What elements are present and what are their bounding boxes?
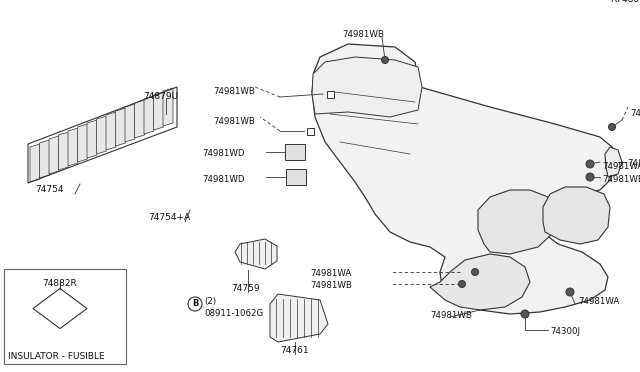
Text: 74869P: 74869P xyxy=(627,160,640,169)
Circle shape xyxy=(566,288,574,296)
Bar xyxy=(285,144,305,160)
Text: 74981WD: 74981WD xyxy=(202,150,244,158)
Text: 74981WB: 74981WB xyxy=(310,282,352,291)
Text: 74981WD: 74981WD xyxy=(202,174,244,183)
Circle shape xyxy=(188,297,202,311)
Polygon shape xyxy=(115,108,125,146)
Text: 74754+A: 74754+A xyxy=(148,213,190,222)
Text: 74981WB: 74981WB xyxy=(213,87,255,96)
Bar xyxy=(307,128,314,135)
Polygon shape xyxy=(312,57,422,117)
Bar xyxy=(326,90,333,97)
Polygon shape xyxy=(144,96,154,134)
Text: (2): (2) xyxy=(204,297,216,306)
Text: 74759: 74759 xyxy=(231,284,260,293)
Text: R748001C: R748001C xyxy=(610,0,640,4)
Text: 74981WB: 74981WB xyxy=(342,30,384,39)
Text: 74981WA: 74981WA xyxy=(578,297,620,306)
Circle shape xyxy=(609,124,616,131)
Polygon shape xyxy=(478,190,555,254)
Polygon shape xyxy=(33,289,87,328)
Text: 74761: 74761 xyxy=(280,346,308,355)
Polygon shape xyxy=(97,116,106,154)
Text: 74981WB: 74981WB xyxy=(630,109,640,118)
Polygon shape xyxy=(77,124,88,162)
Text: 74754: 74754 xyxy=(35,185,63,194)
Text: 74981WB: 74981WB xyxy=(213,117,255,126)
Polygon shape xyxy=(125,104,135,142)
Circle shape xyxy=(458,280,465,288)
Text: 74981WB: 74981WB xyxy=(430,311,472,320)
Circle shape xyxy=(521,310,529,318)
Polygon shape xyxy=(49,136,59,174)
Text: 08911-1062G: 08911-1062G xyxy=(204,309,263,318)
Polygon shape xyxy=(134,100,145,138)
Circle shape xyxy=(586,160,594,168)
Polygon shape xyxy=(605,147,622,177)
Text: 74879U: 74879U xyxy=(143,92,178,101)
Polygon shape xyxy=(163,88,173,126)
Text: 74882R: 74882R xyxy=(43,279,77,288)
Text: 74981WA: 74981WA xyxy=(602,162,640,171)
Text: 74300J: 74300J xyxy=(550,327,580,337)
Polygon shape xyxy=(40,140,49,178)
Polygon shape xyxy=(543,187,610,244)
Bar xyxy=(4,269,126,364)
Text: 74981WB: 74981WB xyxy=(602,174,640,183)
Polygon shape xyxy=(87,120,97,158)
Circle shape xyxy=(381,57,388,64)
Polygon shape xyxy=(270,294,328,342)
Text: INSULATOR - FUSIBLE: INSULATOR - FUSIBLE xyxy=(8,352,104,361)
Polygon shape xyxy=(106,112,116,150)
Text: B: B xyxy=(192,299,198,308)
Polygon shape xyxy=(154,92,163,130)
Circle shape xyxy=(472,269,479,276)
Circle shape xyxy=(586,173,594,181)
Polygon shape xyxy=(430,254,530,310)
Polygon shape xyxy=(68,128,78,166)
Text: 74981WA: 74981WA xyxy=(310,269,351,278)
Polygon shape xyxy=(312,44,618,314)
Polygon shape xyxy=(58,132,68,170)
Bar xyxy=(286,169,306,185)
Polygon shape xyxy=(30,144,40,182)
Polygon shape xyxy=(235,239,277,269)
